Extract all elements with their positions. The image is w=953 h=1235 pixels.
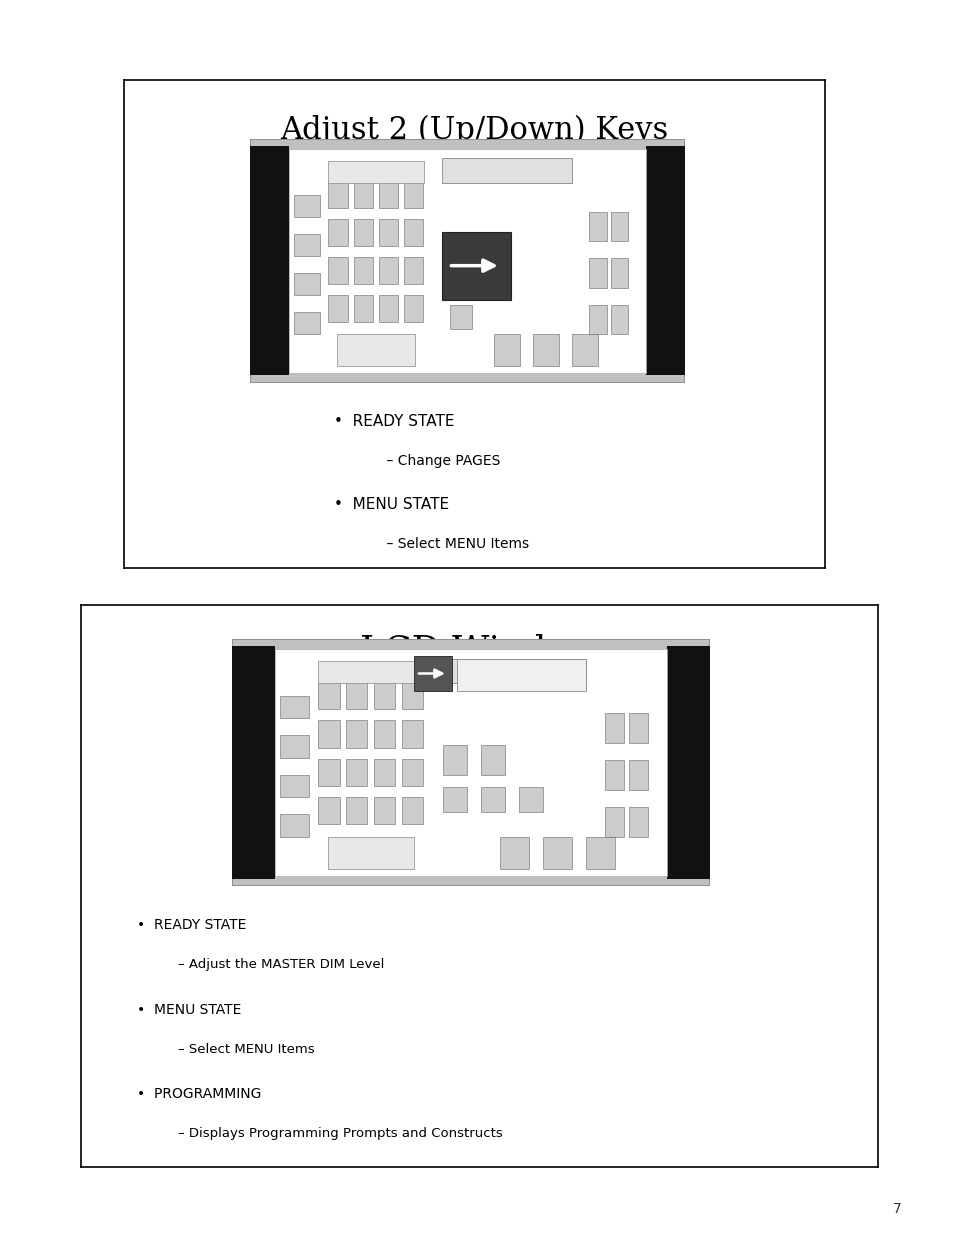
Bar — [378, 182, 397, 209]
Bar — [280, 774, 309, 797]
Bar — [480, 787, 504, 811]
Bar — [328, 257, 347, 284]
Bar — [346, 682, 367, 709]
Bar — [542, 836, 571, 868]
Bar — [404, 220, 423, 246]
Bar — [401, 758, 422, 785]
Bar — [318, 661, 423, 683]
Text: •  READY STATE: • READY STATE — [136, 919, 246, 932]
Bar — [378, 220, 397, 246]
Bar — [401, 720, 422, 747]
Text: •  MENU STATE: • MENU STATE — [136, 1003, 241, 1016]
Bar — [328, 220, 347, 246]
Text: – Adjust the MASTER DIM Level: – Adjust the MASTER DIM Level — [160, 958, 384, 971]
Bar — [533, 333, 558, 366]
Bar — [628, 760, 648, 789]
Bar — [378, 257, 397, 284]
Bar — [354, 257, 373, 284]
Bar — [374, 720, 395, 747]
Bar — [414, 656, 452, 690]
Bar — [441, 231, 511, 300]
Bar — [294, 312, 319, 333]
Bar — [456, 658, 585, 690]
Text: •  READY STATE: • READY STATE — [334, 414, 455, 430]
Bar — [611, 212, 628, 241]
Bar — [374, 682, 395, 709]
Text: Adjust 2 (Up/Down) Keys: Adjust 2 (Up/Down) Keys — [280, 115, 668, 146]
Bar — [442, 787, 466, 811]
Bar — [589, 212, 606, 241]
Text: – Change PAGES: – Change PAGES — [369, 453, 500, 468]
Bar — [442, 658, 585, 683]
Bar — [374, 758, 395, 785]
Bar — [280, 695, 309, 718]
Bar — [328, 295, 347, 322]
Bar — [604, 713, 623, 742]
Bar — [233, 646, 275, 878]
Bar — [318, 797, 339, 824]
Bar — [499, 836, 528, 868]
Bar — [518, 787, 542, 811]
Bar — [401, 682, 422, 709]
Bar — [280, 814, 309, 836]
Bar — [404, 295, 423, 322]
Bar — [404, 257, 423, 284]
Bar — [328, 836, 414, 868]
Text: – Select MENU Items: – Select MENU Items — [160, 1042, 314, 1056]
Bar — [667, 646, 710, 878]
Bar — [250, 146, 289, 375]
Bar — [289, 148, 645, 373]
Bar — [589, 305, 606, 333]
Bar — [294, 195, 319, 217]
Bar — [628, 806, 648, 836]
Bar — [318, 720, 339, 747]
Bar — [346, 720, 367, 747]
Bar — [604, 806, 623, 836]
Bar — [328, 182, 347, 209]
Bar — [589, 258, 606, 288]
Bar — [480, 745, 504, 774]
Bar — [611, 305, 628, 333]
Bar — [354, 182, 373, 209]
Text: •  PROGRAMMING: • PROGRAMMING — [136, 1087, 261, 1102]
Bar — [401, 797, 422, 824]
Bar — [280, 735, 309, 757]
Text: – Displays Programming Prompts and Constructs: – Displays Programming Prompts and Const… — [160, 1126, 502, 1140]
Bar — [346, 797, 367, 824]
Bar — [354, 295, 373, 322]
Bar — [318, 758, 339, 785]
Bar — [318, 682, 339, 709]
Bar — [374, 797, 395, 824]
Text: LCD Window: LCD Window — [359, 634, 598, 667]
Bar — [294, 233, 319, 256]
Bar — [442, 745, 466, 774]
Text: •  MENU STATE: • MENU STATE — [334, 498, 449, 513]
Bar — [354, 220, 373, 246]
Text: 7: 7 — [891, 1203, 901, 1216]
Bar — [585, 836, 614, 868]
Bar — [346, 758, 367, 785]
Bar — [645, 146, 684, 375]
Bar — [294, 273, 319, 295]
Text: – Select MENU Items: – Select MENU Items — [369, 537, 529, 551]
Bar — [450, 305, 472, 329]
Bar — [441, 158, 572, 183]
Bar — [572, 333, 598, 366]
Bar — [628, 713, 648, 742]
Bar — [328, 161, 424, 183]
Bar — [336, 333, 415, 366]
Bar — [404, 182, 423, 209]
Bar — [493, 333, 519, 366]
Bar — [604, 760, 623, 789]
Bar — [611, 258, 628, 288]
Bar — [378, 295, 397, 322]
Bar — [275, 648, 667, 876]
